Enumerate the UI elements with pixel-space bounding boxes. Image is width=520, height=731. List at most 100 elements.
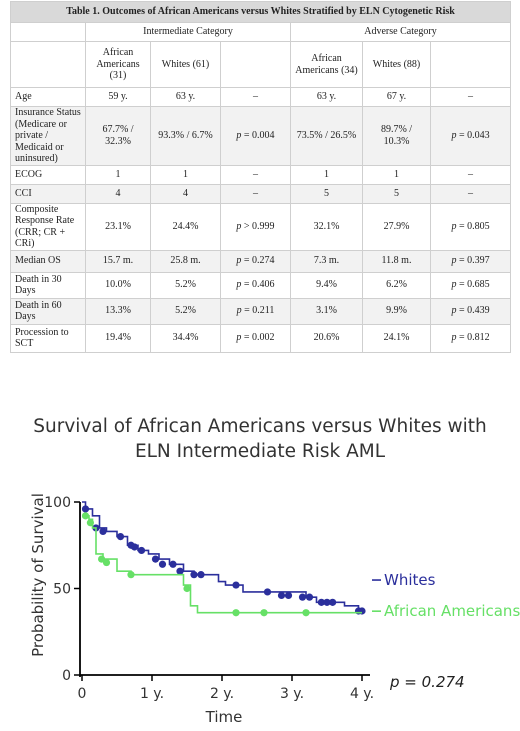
- cell-aa-intermediate: 19.4%: [85, 323, 151, 353]
- row-label: CCI: [10, 183, 86, 204]
- y-tick-label: 100: [44, 495, 71, 511]
- cell-p-intermediate: –: [220, 164, 291, 185]
- table-row: Procession to SCT 19.4% 34.4% p = 0.002 20.6…: [10, 323, 512, 353]
- cell-p-intermediate: p = 0.211: [220, 297, 291, 325]
- cell-whites-intermediate: 1: [150, 164, 221, 185]
- x-tick-label: 4 y.: [350, 686, 374, 702]
- censor-mark-aa: [86, 519, 94, 527]
- cell-aa-adverse: 3.1%: [290, 297, 363, 325]
- outcomes-table: Table 1. Outcomes of African Americans v…: [9, 1, 512, 353]
- censor-mark-aa: [127, 571, 135, 579]
- row-label: Median OS: [10, 249, 86, 273]
- cell-whites-adverse: 5: [362, 183, 431, 204]
- censor-mark-aa: [102, 558, 111, 567]
- cell-aa-adverse: 32.1%: [290, 202, 363, 251]
- cell-p-adverse: p = 0.805: [429, 202, 512, 251]
- col-p-intermediate: [220, 41, 291, 88]
- table-row: Insurance Status (Medicare or private / …: [10, 106, 512, 166]
- censor-mark-whites: [176, 567, 184, 575]
- censor-mark-whites: [305, 593, 314, 601]
- x-axis-label: Time: [205, 708, 243, 726]
- table-row: Age 59 y. 63 y. –63 y. 67 y. –: [10, 87, 512, 107]
- col-aa-adverse: African Americans (34): [290, 41, 363, 88]
- cell-p-adverse: –: [429, 183, 512, 204]
- header-blank: [10, 41, 86, 88]
- x-tick-label: 2 y.: [210, 686, 234, 702]
- censor-mark-whites: [317, 598, 325, 606]
- cell-aa-intermediate: 67.7% / 32.3%: [85, 106, 151, 166]
- cell-p-intermediate: p > 0.999: [220, 202, 291, 251]
- cell-aa-intermediate: 1: [85, 164, 151, 185]
- chart-title-line2: ELN Intermediate Risk AML: [134, 441, 386, 462]
- cell-aa-intermediate: 15.7 m.: [85, 249, 151, 273]
- cell-whites-adverse: 24.1%: [362, 323, 431, 353]
- cell-whites-adverse: 89.7% / 10.3%: [362, 106, 431, 166]
- cell-whites-intermediate: 4: [150, 183, 221, 204]
- table-row: CCI 4 4–5 5–: [10, 183, 512, 204]
- cell-p-intermediate: p = 0.406: [220, 271, 291, 299]
- cell-p-adverse: p = 0.397: [429, 249, 512, 273]
- cell-aa-adverse: 7.3 m.: [290, 249, 363, 273]
- legend-label-whites: Whites: [384, 571, 436, 589]
- chart-series: Whites African Americans: [81, 501, 520, 620]
- cell-aa-adverse: 5: [290, 183, 363, 204]
- series-line-whites: [82, 501, 362, 612]
- censor-mark-whites: [329, 598, 337, 606]
- row-label: Composite Response Rate (CRR; CR + CRi): [10, 202, 86, 251]
- cell-whites-intermediate: 34.4%: [150, 323, 221, 353]
- col-aa-intermediate: African Americans (31): [85, 41, 151, 88]
- chart-axes: 0 1 y. 2 y. 3 y. 4 y. 0 50 100: [44, 495, 374, 702]
- cell-p-intermediate: p = 0.274: [220, 249, 291, 273]
- col-p-adverse: [429, 41, 512, 88]
- cell-whites-intermediate: 5.2%: [150, 271, 221, 299]
- censor-mark-whites: [190, 571, 198, 579]
- censor-mark-aa: [302, 609, 310, 617]
- legend-label-aa: African Americans: [384, 602, 520, 620]
- cell-p-adverse: p = 0.685: [429, 271, 512, 299]
- censor-mark-whites: [158, 560, 167, 568]
- censor-mark-whites: [81, 505, 90, 513]
- cell-whites-intermediate: 63 y.: [150, 87, 221, 107]
- table-row: Death in 30 Days 10.0% 5.2% p = 0.406 9.4% 6.…: [10, 271, 512, 299]
- cell-aa-adverse: 1: [290, 164, 363, 185]
- series-line-aa: [82, 515, 362, 614]
- cell-whites-intermediate: 24.4%: [150, 202, 221, 251]
- censor-mark-aa: [183, 584, 191, 593]
- table-row: Composite Response Rate (CRR; CR + CRi) 2…: [10, 202, 512, 251]
- cell-whites-adverse: 11.8 m.: [362, 249, 431, 273]
- censor-mark-whites: [284, 591, 293, 600]
- censor-mark-whites: [137, 546, 146, 555]
- x-tick-label: 1 y.: [140, 686, 164, 702]
- censor-mark-whites: [263, 588, 272, 596]
- y-tick-label: 50: [53, 582, 71, 598]
- cell-p-adverse: p = 0.439: [429, 297, 512, 325]
- row-label: Procession to SCT: [10, 323, 86, 353]
- y-axis-label: Probability of Survival: [29, 493, 47, 657]
- row-label: Age: [10, 87, 86, 107]
- cell-p-intermediate: –: [220, 87, 291, 107]
- censor-mark-whites: [116, 533, 125, 541]
- censor-mark-aa: [260, 609, 268, 617]
- censor-mark-aa: [81, 512, 90, 520]
- table-row: Death in 60 Days 13.3% 5.2% p = 0.211 3.1% 9.…: [10, 297, 512, 325]
- table-row: Median OS 15.7 m. 25.8 m. p = 0.274 7.3 m. 11…: [10, 249, 512, 273]
- cell-p-intermediate: –: [220, 183, 291, 204]
- cell-aa-adverse: 20.6%: [290, 323, 363, 353]
- censor-mark-whites: [99, 527, 107, 536]
- cell-aa-intermediate: 4: [85, 183, 151, 204]
- censor-mark-whites: [197, 571, 205, 579]
- censor-mark-aa: [232, 609, 240, 617]
- censor-mark-whites: [277, 591, 286, 600]
- header-blank: [10, 22, 86, 42]
- cell-aa-intermediate: 13.3%: [85, 297, 151, 325]
- cell-p-adverse: p = 0.812: [429, 323, 512, 353]
- cell-aa-adverse: 73.5% / 26.5%: [290, 106, 363, 166]
- col-whites-adverse: Whites (88): [362, 41, 431, 88]
- censor-mark-whites: [151, 555, 160, 563]
- cell-p-intermediate: p = 0.002: [220, 323, 291, 353]
- header-intermediate: Intermediate Category: [85, 22, 291, 42]
- col-whites-intermediate: Whites (61): [150, 41, 221, 88]
- p-value-annotation: p = 0.274: [389, 673, 465, 691]
- cell-whites-adverse: 27.9%: [362, 202, 431, 251]
- cell-whites-adverse: 6.2%: [362, 271, 431, 299]
